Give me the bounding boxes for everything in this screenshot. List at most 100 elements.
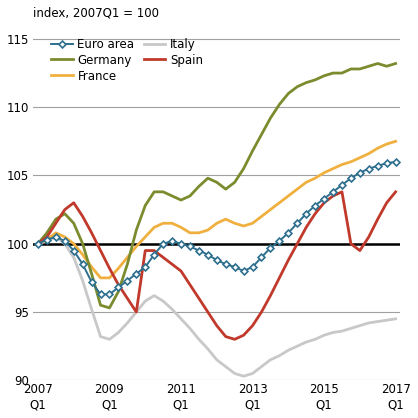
France (214, 221, 219, 226)
Germany (71, 221, 76, 226)
Line: Euro area: Euro area (36, 159, 398, 297)
Euro area (44, 237, 49, 242)
Spain (268, 293, 273, 298)
Spain (259, 309, 264, 314)
Spain (339, 189, 344, 194)
Spain (116, 282, 121, 287)
Italy (286, 348, 291, 353)
Spain (170, 262, 175, 267)
France (205, 227, 210, 232)
Italy (205, 347, 210, 352)
Germany (187, 194, 192, 199)
Germany (116, 289, 121, 294)
Spain (321, 200, 326, 205)
Germany (331, 71, 336, 76)
Italy (44, 239, 49, 244)
Italy (304, 339, 309, 344)
Spain (44, 234, 49, 240)
Germany (98, 303, 103, 308)
Euro area (134, 271, 139, 276)
Spain (241, 333, 246, 338)
Germany (375, 61, 380, 66)
Spain (348, 241, 353, 246)
Euro area (232, 265, 237, 270)
Italy (321, 333, 326, 338)
Germany (196, 184, 201, 189)
Spain (205, 309, 210, 314)
Italy (277, 353, 282, 358)
Spain (295, 241, 300, 246)
Euro area (366, 166, 371, 171)
Italy (250, 371, 255, 376)
France (170, 221, 175, 226)
France (134, 244, 139, 249)
Germany (348, 66, 353, 71)
Germany (170, 194, 175, 199)
Euro area (62, 239, 67, 244)
Text: index, 2007Q1 = 100: index, 2007Q1 = 100 (33, 7, 160, 20)
France (196, 230, 201, 235)
Spain (286, 257, 291, 263)
Italy (107, 337, 112, 342)
Euro area (36, 241, 41, 246)
Euro area (54, 234, 59, 240)
Euro area (393, 159, 398, 164)
Germany (393, 61, 398, 66)
Spain (36, 241, 41, 246)
Italy (268, 357, 273, 362)
Line: Spain: Spain (38, 192, 395, 339)
Germany (286, 91, 291, 96)
France (107, 275, 112, 280)
Spain (304, 225, 309, 230)
Euro area (357, 170, 362, 175)
France (339, 162, 344, 167)
Spain (54, 221, 59, 226)
France (384, 142, 389, 147)
Euro area (187, 244, 192, 249)
Spain (277, 275, 282, 280)
Italy (339, 329, 344, 334)
France (259, 214, 264, 219)
Euro area (223, 262, 228, 267)
Spain (187, 282, 192, 287)
Germany (366, 64, 371, 69)
France (89, 265, 94, 270)
Italy (348, 326, 353, 331)
Germany (125, 262, 130, 267)
Italy (357, 323, 362, 328)
Germany (44, 230, 49, 235)
Euro area (241, 268, 246, 273)
Italy (393, 316, 398, 321)
Germany (295, 84, 300, 89)
Spain (357, 248, 362, 253)
Euro area (313, 203, 318, 208)
Italy (71, 255, 76, 260)
Euro area (286, 230, 291, 235)
Germany (143, 203, 148, 208)
Italy (54, 234, 59, 240)
Spain (196, 296, 201, 301)
Italy (259, 364, 264, 369)
France (241, 224, 246, 229)
Euro area (80, 262, 85, 267)
France (313, 176, 318, 181)
Euro area (170, 239, 175, 244)
Spain (232, 337, 237, 342)
France (366, 151, 371, 156)
France (277, 200, 282, 205)
Line: France: France (38, 141, 395, 278)
Spain (223, 334, 228, 339)
Italy (384, 318, 389, 323)
Spain (152, 248, 157, 253)
Italy (375, 319, 380, 324)
Euro area (339, 183, 344, 188)
Italy (196, 337, 201, 342)
Germany (259, 132, 264, 137)
Line: Italy: Italy (38, 237, 395, 376)
Spain (71, 200, 76, 205)
Euro area (321, 196, 326, 201)
France (161, 221, 166, 226)
Italy (187, 326, 192, 331)
Spain (331, 194, 336, 199)
Germany (277, 102, 282, 107)
